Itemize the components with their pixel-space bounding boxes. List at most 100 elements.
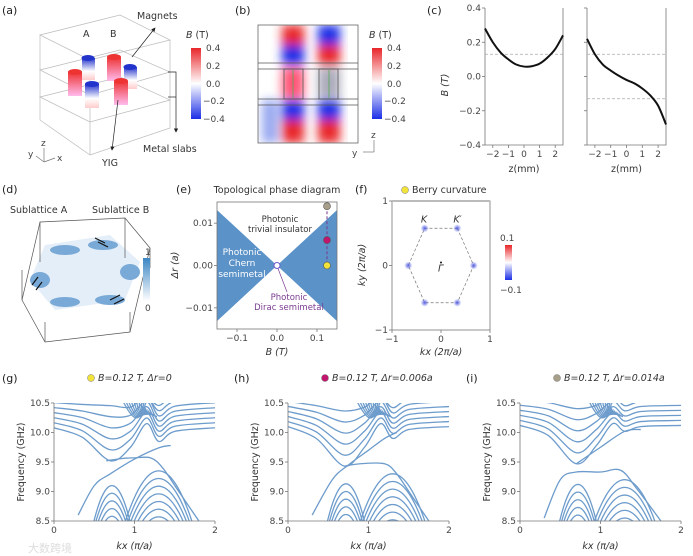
dirac-label: Dirac semimetal bbox=[254, 303, 324, 313]
x-tick-label: 2 bbox=[655, 150, 661, 160]
y-axis-label: Frequency (GHz) bbox=[482, 422, 493, 501]
bulk-band-lower bbox=[130, 485, 187, 521]
bulk-band-upper bbox=[54, 396, 215, 401]
x-axis-label: kx (π/a) bbox=[116, 541, 152, 552]
x-tick-label: 1 bbox=[639, 150, 645, 160]
x-tick-label: −0.1 bbox=[226, 334, 248, 344]
x-tick-label: 0 bbox=[521, 150, 527, 160]
bulk-band-lower bbox=[608, 509, 641, 521]
y-tick-label: 0.0 bbox=[467, 73, 482, 83]
colorbar-tick: −0.4 bbox=[203, 115, 225, 125]
bulk-band-lower bbox=[100, 507, 124, 521]
bulk-band-lower bbox=[328, 490, 364, 521]
panel-label: (i) bbox=[466, 372, 478, 385]
y-tick-label: 0.01 bbox=[193, 219, 213, 229]
bulk-band-lower bbox=[342, 522, 350, 524]
bulk-band-upper bbox=[54, 411, 215, 440]
chart-title: B=0.12 T, Δr=0.014a bbox=[564, 373, 665, 384]
axis-y-label: y bbox=[352, 149, 358, 159]
gamma-point bbox=[440, 261, 442, 264]
bulk-band-lower bbox=[133, 493, 184, 521]
bulk-band-upper bbox=[545, 403, 637, 410]
y-tick-label: 9.5 bbox=[502, 458, 516, 468]
x-tick-label: 2 bbox=[552, 150, 558, 160]
magnets-label: Magnets bbox=[137, 11, 178, 22]
colorbar-tick: 0.2 bbox=[206, 62, 220, 72]
dirac-label: Photonic bbox=[271, 293, 308, 303]
x-tick-label: 1 bbox=[537, 150, 543, 160]
bulk-band-lower bbox=[331, 498, 361, 521]
metal-slabs-label: Metal slabs bbox=[143, 144, 197, 155]
y-tick-label: 1 bbox=[382, 197, 388, 207]
bulk-band-upper bbox=[294, 403, 433, 414]
colorbar-tick: −0.2 bbox=[384, 97, 406, 107]
bulk-band-lower bbox=[600, 494, 650, 521]
bulk-band-lower bbox=[127, 477, 190, 521]
chart-title: Berry curvature bbox=[412, 185, 487, 196]
bulk-band-lower bbox=[563, 499, 593, 521]
axis-y-label: y bbox=[28, 150, 34, 160]
bulk-band-lower bbox=[386, 519, 400, 521]
bulk-band-upper bbox=[386, 403, 402, 409]
edge-state bbox=[543, 468, 662, 521]
berry-hotspot bbox=[469, 261, 478, 270]
colorbar-tick: 0.4 bbox=[206, 44, 221, 54]
edge-state bbox=[575, 428, 641, 465]
site-a-label: A bbox=[83, 29, 90, 40]
bulk-band-upper bbox=[288, 417, 449, 456]
x-axis-label: B (T) bbox=[266, 347, 289, 358]
colorbar-tick: 1 bbox=[145, 248, 151, 258]
y-tick-label: 10.0 bbox=[30, 429, 50, 439]
panel-g: (g) 10.5 10.0 9.5 9.0 8.50 1 2 Frequency (GHz) k… bbox=[2, 372, 218, 552]
sublattice-a-label: Sublattice A bbox=[10, 205, 68, 216]
panel-label: (c) bbox=[427, 4, 442, 17]
y-tick-label: 0.00 bbox=[193, 262, 213, 272]
x-tick-label: 0 bbox=[438, 335, 444, 345]
bulk-band-lower bbox=[333, 506, 359, 521]
edge-state bbox=[311, 431, 397, 516]
k-label: K bbox=[421, 214, 428, 225]
panel-label: (h) bbox=[234, 372, 250, 385]
bulk-band-upper bbox=[520, 422, 681, 465]
bulk-band-upper bbox=[520, 396, 681, 401]
site-b-label: B bbox=[110, 29, 117, 40]
band-lines bbox=[288, 403, 449, 524]
colorbar-tick: −0.2 bbox=[203, 97, 225, 107]
bulk-band-upper bbox=[520, 411, 681, 443]
x-axis-label: z(mm) bbox=[611, 164, 642, 175]
bulk-band-lower bbox=[566, 506, 590, 521]
bulk-band-lower bbox=[596, 486, 653, 521]
colorbar-tick: 0.2 bbox=[387, 62, 401, 72]
panel-a: (a) A B Magnets Metal slabs YIG z x y B … bbox=[2, 4, 225, 169]
x-tick-label: −1 bbox=[502, 150, 515, 160]
axes bbox=[287, 403, 449, 522]
colorbar-tick: −0.4 bbox=[384, 115, 406, 125]
panel-f: (f) Γ K K′ 1 0 −1−1 0 1 Berry curvature kx (2π/a)… bbox=[355, 183, 522, 358]
bulk-band-lower bbox=[559, 483, 597, 521]
panel-d: (d) Sublattice A Sublattice B 1 0 bbox=[2, 183, 151, 343]
y-tick-label: −0.2 bbox=[459, 107, 481, 117]
band-lines bbox=[54, 396, 215, 521]
bulk-band-lower bbox=[575, 523, 582, 524]
berry-hotspot bbox=[420, 224, 429, 233]
unit-cell-3d bbox=[21, 217, 151, 343]
axis-z-label: z bbox=[41, 139, 46, 149]
magnet-cylinders bbox=[68, 54, 137, 108]
y-tick-label: 9.5 bbox=[36, 458, 50, 468]
x-tick-label: 2 bbox=[212, 526, 218, 536]
y-tick-label: 10.5 bbox=[264, 399, 284, 409]
chern-label: Photonic bbox=[223, 248, 262, 258]
y-tick-label: 9.5 bbox=[270, 458, 284, 468]
plot-frame bbox=[484, 8, 564, 146]
colorbar-b: B (T) 0.4 0.2 0.0 −0.2 −0.4 bbox=[369, 30, 406, 125]
axis-z-label: z bbox=[371, 131, 376, 141]
bulk-band-upper bbox=[288, 422, 449, 467]
x-axis-label: kx (π/a) bbox=[350, 541, 386, 552]
trivial-label-1: Photonic bbox=[262, 215, 299, 225]
y-tick-label: 8.5 bbox=[270, 517, 284, 527]
x-tick-label: 2 bbox=[446, 526, 452, 536]
colorbar-f bbox=[505, 245, 512, 280]
field-map bbox=[257, 24, 359, 144]
x-tick-label: 0.1 bbox=[310, 334, 324, 344]
bulk-band-lower bbox=[97, 500, 127, 521]
